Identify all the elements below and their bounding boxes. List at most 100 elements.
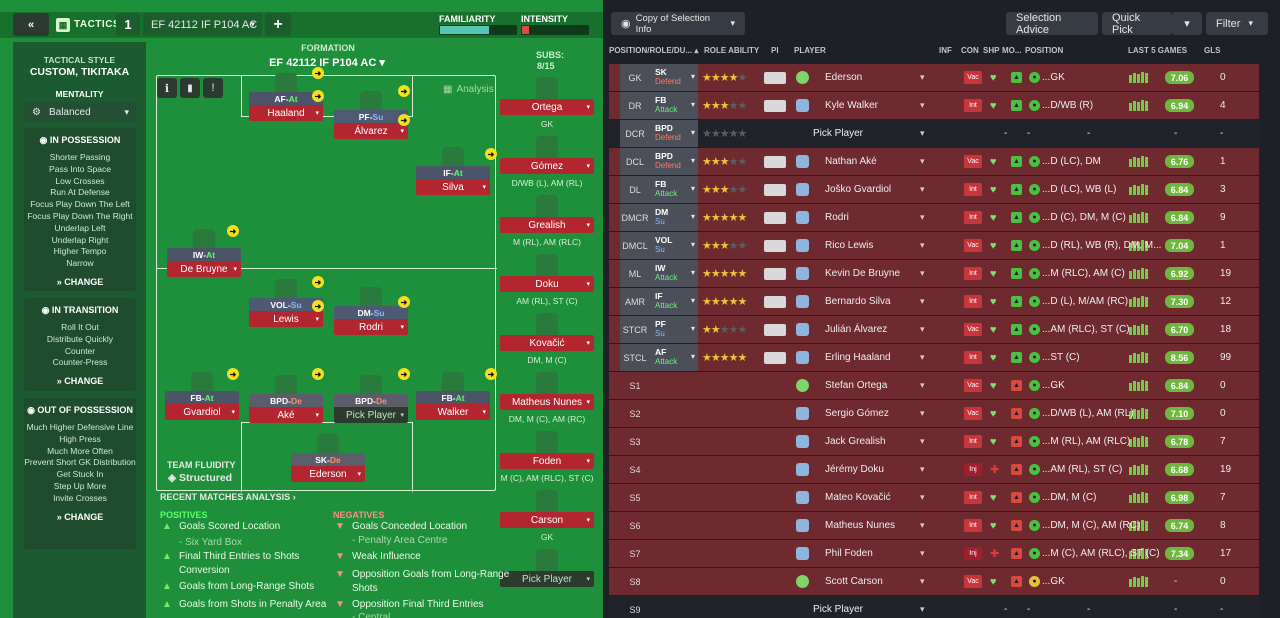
col-last5[interactable]: LAST 5 GAMES (1128, 46, 1188, 55)
role-duty-selector[interactable]: BPD Defend ▾ (650, 120, 698, 147)
formation-selector[interactable]: EF 42112 IF P104 AC ▾ (269, 57, 385, 69)
role-duty-selector[interactable]: AF Attack ▾ (650, 344, 698, 371)
in-transition-item[interactable]: Roll It Out (61, 322, 99, 332)
tactic-selector[interactable]: EF 42112 IF P104 AC ▾ (143, 13, 262, 36)
player-role-badge[interactable]: FB - At (165, 391, 239, 404)
pitch-player[interactable]: SK - De Ederson ▾ (291, 434, 365, 493)
in-possession-item[interactable]: Shorter Passing (49, 152, 111, 162)
player-name-button[interactable]: Rodri ▾ (334, 319, 408, 335)
out-of-possession-change-button[interactable]: » CHANGE (56, 511, 104, 522)
chevron-down-icon[interactable]: ▾ (920, 184, 925, 194)
player-instructions-icon[interactable] (764, 352, 786, 364)
out-of-possession-item[interactable]: Much Higher Defensive Line (26, 422, 134, 432)
player-name[interactable]: Rodri (825, 212, 849, 223)
player-name-button[interactable]: Aké ▾ (249, 407, 323, 423)
player-name[interactable]: Kyle Walker (825, 100, 878, 111)
chevron-down-icon[interactable]: ▾ (920, 212, 925, 222)
table-row[interactable]: S4 Jérémy Doku ▾ Inj ✚ ▲ ● ...AM (RL), ST (C) 6.… (609, 456, 1259, 483)
in-transition-item[interactable]: Counter-Press (52, 357, 108, 368)
sub-name-button[interactable]: Pick Player ▾ (500, 571, 594, 587)
player-name[interactable]: Nathan Aké (825, 156, 877, 167)
player-name[interactable]: Sergio Gómez (825, 408, 889, 419)
out-of-possession-item[interactable]: Prevent Short GK Distribution (24, 457, 136, 468)
pitch-player[interactable]: IF - At Silva ▾ (416, 147, 490, 206)
table-row[interactable]: DMCL VOL Su ▾ ★★★ ★ ★ Rico Lewis ▾ Vac ♥ ▲ ● ...D (RL… (609, 232, 1259, 259)
player-role-badge[interactable]: IW - At (167, 248, 241, 261)
player-role-badge[interactable]: AF - At (249, 92, 323, 105)
selection-advice-button[interactable]: Selection Advice (1006, 12, 1098, 36)
col-gls[interactable]: GLS (1204, 46, 1221, 55)
table-row[interactable]: STCL AF Attack ▾ ★★★★★ Erling Haaland ▾ Int ♥ ▲ ●.… (609, 344, 1259, 371)
quick-pick-options-button[interactable]: ▾ (1172, 12, 1202, 35)
chevron-down-icon[interactable]: ▾ (920, 324, 925, 334)
pitch-player[interactable]: BPD - De Aké ▾ (249, 375, 323, 434)
player-instructions-icon[interactable] (764, 212, 786, 224)
pitch-player[interactable]: BPD - De Pick Player ▾ (334, 375, 408, 434)
pitch-player[interactable]: IW - At De Bruyne ▾ (167, 229, 241, 288)
chevron-down-icon[interactable]: ▾ (920, 604, 925, 614)
in-transition-list[interactable]: Roll It Out Distribute Quickly Counter Coun… (24, 322, 136, 369)
table-row[interactable]: DMCR DM Su ▾ ★★★★★ Rodri ▾ Int ♥ ▲ ● ...D (C), DM, … (609, 204, 1259, 231)
table-row[interactable]: GK SK Defend ▾ ★★★★ ★ Ederson ▾ Vac ♥ ▲ ● ...GK 7.06 0 (609, 64, 1259, 91)
in-possession-item[interactable]: Low Crosses (55, 175, 105, 186)
alert-icon[interactable]: ! (203, 78, 223, 98)
pitch-player[interactable]: DM - Su Rodri ▾ (334, 287, 408, 346)
chevron-down-icon[interactable]: ▾ (920, 464, 925, 474)
table-row[interactable]: DR FB Attack ▾ ★★★ ★ ★ Kyle Walker ▾ Int ♥ ▲ ● ...D/W… (609, 92, 1259, 119)
pitch-player[interactable]: PF - Su Álvarez ▾ (334, 91, 408, 150)
in-possession-item[interactable]: Focus Play Down The Right (27, 210, 133, 221)
table-row[interactable]: DCL BPD Defend ▾ ★★★ ★ ★ Nathan Aké ▾ Vac ♥ ▲ ● ...D … (609, 148, 1259, 175)
in-possession-item[interactable]: Higher Tempo (53, 246, 107, 257)
chevron-down-icon[interactable]: ▾ (920, 352, 925, 362)
chevron-down-icon[interactable]: ▾ (920, 240, 925, 250)
in-possession-list[interactable]: Shorter Passing Pass Into Space Low Crosse… (24, 152, 136, 270)
col-position-role[interactable]: POSITION/ROLE/DU... ▴ (609, 46, 699, 55)
col-player[interactable]: PLAYER (794, 46, 826, 55)
in-possession-change-button[interactable]: » CHANGE (56, 276, 104, 287)
col-pi[interactable]: PI (771, 46, 779, 55)
role-duty-selector[interactable]: SK Defend ▾ (650, 64, 698, 91)
player-name[interactable]: Pick Player (813, 604, 864, 615)
table-row[interactable]: ML IW Attack ▾ ★★★★★ Kevin De Bruyne ▾ Int ♥ ▲ ●..… (609, 260, 1259, 287)
in-possession-item[interactable]: Underlap Right (51, 234, 109, 245)
table-row[interactable]: S2 Sergio Gómez ▾ Vac ♥ ▲ ● ...D/WB (L), AM (RL… (609, 400, 1259, 427)
table-row[interactable]: S8 Scott Carson ▾ Vac ♥ ▲ ● ...GK - 0 (609, 568, 1259, 595)
col-mo[interactable]: MO... (1002, 46, 1022, 55)
player-role-badge[interactable]: SK - De (291, 453, 365, 466)
in-possession-item[interactable]: Underlap Left (54, 222, 106, 233)
out-of-possession-item[interactable]: Much More Often (47, 445, 113, 456)
player-role-badge[interactable]: BPD - De (249, 394, 323, 407)
player-role-badge[interactable]: PF - Su (334, 110, 408, 123)
out-of-possession-list[interactable]: Much Higher Defensive Line High Press Much… (24, 422, 136, 505)
in-transition-item[interactable]: Counter (64, 345, 96, 356)
table-row[interactable]: DCR BPD Defend ▾ ★ ★ ★ ★ ★ Pick Player ▾ - - - - - (609, 120, 1259, 147)
player-name[interactable]: Ederson (825, 72, 863, 83)
player-instructions-icon[interactable] (764, 184, 786, 196)
player-instructions-icon[interactable] (764, 240, 786, 252)
in-possession-item[interactable]: Focus Play Down The Left (30, 199, 130, 210)
chevron-down-icon[interactable]: ▾ (920, 576, 925, 586)
col-role-ability[interactable]: ROLE ABILITY (704, 46, 760, 55)
col-shp[interactable]: SHP (983, 46, 1000, 55)
player-name[interactable]: Matheus Nunes (825, 520, 896, 531)
player-name[interactable]: Scott Carson (825, 576, 883, 587)
table-row[interactable]: S7 Phil Foden ▾ Inj ✚ ▲ ● ...M (C), AM (RLC), S… (609, 540, 1259, 567)
sub-name-button[interactable]: Doku ▾ (500, 276, 594, 292)
table-row[interactable]: S5 Mateo Kovačić ▾ Int ♥ ▲ ● ...DM, M (C) 6.98 7 (609, 484, 1259, 511)
player-instructions-icon[interactable] (764, 100, 786, 112)
player-name-button[interactable]: Silva ▾ (416, 179, 490, 195)
player-name-button[interactable]: Walker ▾ (416, 404, 490, 420)
filter-button[interactable]: Filter ▾ (1206, 12, 1268, 35)
player-name[interactable]: Joško Gvardiol (825, 184, 892, 195)
tactical-style-value[interactable]: CUSTOM, TIKITAKA (29, 66, 130, 78)
player-role-badge[interactable]: FB - At (416, 391, 490, 404)
player-role-badge[interactable]: VOL - Su (249, 298, 323, 311)
player-name[interactable]: Jack Grealish (825, 436, 886, 447)
player-name[interactable]: Mateo Kovačić (825, 492, 891, 503)
player-instructions-icon[interactable] (764, 296, 786, 308)
player-role-badge[interactable]: IF - At (416, 166, 490, 179)
recent-matches-analysis-link[interactable]: RECENT MATCHES ANALYSIS › (160, 492, 296, 502)
chevron-down-icon[interactable]: ▾ (920, 492, 925, 502)
out-of-possession-item[interactable]: Get Stuck In (56, 469, 104, 480)
collapse-panel-button[interactable]: « (13, 13, 49, 36)
